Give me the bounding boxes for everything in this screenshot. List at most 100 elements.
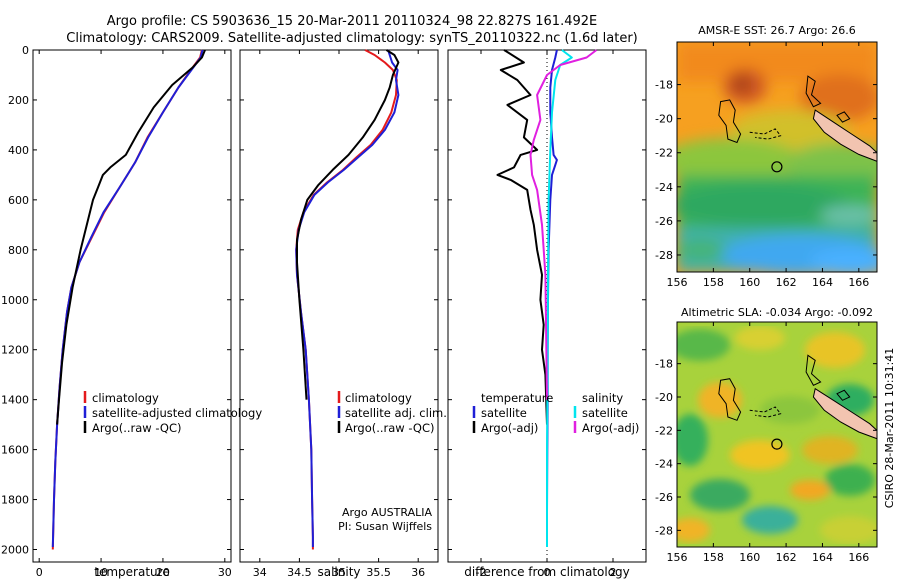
map-x-tick-label: 158 — [703, 551, 724, 564]
legend-heading-temperature: temperature — [481, 391, 553, 405]
difference-series — [496, 49, 598, 547]
y-tick-label: 400 — [8, 144, 29, 157]
reef-outline-icon — [836, 389, 851, 401]
legend-label-climatology: climatology — [345, 391, 412, 405]
legend-label-temp-satellite: satellite — [481, 406, 527, 420]
series-line-temperature-argo-adj — [496, 49, 548, 425]
legend-label-argo: Argo(..raw -QC) — [92, 421, 182, 435]
reef-outline-icon — [718, 378, 742, 421]
figure-title-line2: Climatology: CARS2009. Satellite-adjuste… — [66, 31, 638, 46]
sst-map-axes: 156 158 160 162 164 166 -28 -26 -24 -22 -20 -18 — [655, 42, 877, 289]
map-x-tick-label: 156 — [667, 276, 688, 289]
map-x-tick-label: 166 — [848, 276, 869, 289]
difference-axes: -2 0 2 — [448, 49, 646, 579]
reef-outline-icon — [718, 99, 742, 144]
map-y-tick-label: -20 — [655, 391, 673, 404]
sla-map-title: Altimetric SLA: -0.034 Argo: -0.092 — [681, 306, 873, 319]
island-land-icon — [812, 109, 877, 162]
map-y-tick-label: -24 — [655, 181, 673, 194]
salinity-axes: 34 34.5 35 35.5 36 — [240, 49, 438, 579]
sla-map-axes: 156 158 160 162 164 166 -28 -26 -24 -22 -20 -18 — [655, 322, 877, 564]
y-tick-label: 800 — [8, 244, 29, 257]
x-tick-label: 30 — [218, 566, 232, 579]
map-y-tick-label: -28 — [655, 249, 673, 262]
map-y-tick-label: -20 — [655, 113, 673, 126]
y-tick-label: 1600 — [1, 444, 29, 457]
legend-label-sal-argo: Argo(-adj) — [582, 421, 639, 435]
y-tick-label: 1000 — [1, 294, 29, 307]
legend-label-satellite: satellite adj. clim. — [345, 406, 447, 420]
map-y-tick-label: -24 — [655, 458, 673, 471]
legend-label-satellite: satellite-adjusted climatology — [92, 406, 262, 420]
series-line-satellite-adjusted-climatology — [51, 49, 204, 548]
reef-outline-icon — [836, 111, 851, 123]
map-x-tick-label: 156 — [667, 551, 688, 564]
map-x-tick-label: 164 — [812, 276, 833, 289]
y-tick-label: 2000 — [1, 544, 29, 557]
argo-position-marker-icon — [771, 438, 783, 450]
series-line-climatology — [51, 49, 203, 550]
series-line-argo-raw-qc — [296, 49, 400, 400]
difference-legend: temperature satellite Argo(-adj) salinit… — [472, 391, 639, 435]
x-tick-label: 36 — [411, 566, 425, 579]
sla-map-image — [677, 322, 877, 547]
map-x-tick-label: 162 — [776, 276, 797, 289]
reef-outline-icon — [805, 354, 822, 386]
legend-label-argo: Argo(..raw -QC) — [345, 421, 435, 435]
legend-label-sal-satellite: satellite — [582, 406, 628, 420]
salinity-axis-label: salinity — [317, 565, 360, 579]
x-tick-label: 2 — [610, 566, 617, 579]
difference-axis-label: difference from climatology — [464, 565, 630, 579]
map-y-tick-label: -22 — [655, 147, 673, 160]
temperature-axis-label: temperature — [94, 565, 169, 579]
map-y-tick-label: -18 — [655, 358, 673, 371]
map-x-tick-label: 158 — [703, 276, 724, 289]
series-line-satellite-adj-clim — [295, 49, 400, 547]
x-tick-label: 34.5 — [287, 566, 312, 579]
x-tick-label: 35.5 — [366, 566, 391, 579]
x-tick-label: 10 — [94, 566, 108, 579]
reef-outline-icon — [749, 128, 782, 140]
x-tick-label: 35 — [332, 566, 346, 579]
y-tick-label: 1200 — [1, 344, 29, 357]
reef-outline-icon — [749, 406, 782, 418]
credit-label: Argo AUSTRALIA — [342, 506, 432, 519]
sst-map-frame — [676, 41, 878, 273]
temperature-axes: 0 10 20 30 0 200 400 600 800 1000 1200 1400 1600 1800… — [1, 44, 232, 579]
map-y-tick-label: -28 — [655, 524, 673, 537]
sst-map-title: AMSR-E SST: 26.7 Argo: 26.6 — [698, 24, 856, 37]
temperature-plot-frame — [32, 49, 232, 563]
map-x-tick-label: 166 — [848, 551, 869, 564]
legend-label-temp-argo: Argo(-adj) — [481, 421, 538, 435]
series-line-argo-raw-qc — [56, 49, 206, 425]
map-y-tick-label: -18 — [655, 79, 673, 92]
map-y-tick-label: -26 — [655, 491, 673, 504]
y-tick-label: 0 — [22, 44, 29, 57]
legend-heading-salinity: salinity — [582, 391, 623, 405]
map-x-tick-label: 164 — [812, 551, 833, 564]
argo-position-marker-icon — [771, 161, 783, 173]
y-tick-label: 600 — [8, 194, 29, 207]
series-line-salinity-satellite — [546, 49, 573, 547]
salinity-legend: climatology satellite adj. clim. Argo(..… — [337, 391, 447, 435]
x-tick-label: 34 — [253, 566, 267, 579]
map-x-tick-label: 160 — [739, 551, 760, 564]
reef-outline-icon — [805, 75, 822, 108]
x-tick-label: 20 — [156, 566, 170, 579]
pi-label: PI: Susan Wijffels — [338, 520, 432, 533]
figure-title-line1: Argo profile: CS 5903636_15 20-Mar-2011 … — [107, 14, 597, 29]
salinity-plot-frame — [239, 49, 439, 563]
y-tick-label: 200 — [8, 94, 29, 107]
x-tick-label: -2 — [476, 566, 487, 579]
map-x-tick-label: 162 — [776, 551, 797, 564]
map-y-tick-label: -22 — [655, 424, 673, 437]
salinity-series — [295, 49, 400, 550]
sst-map-image — [677, 42, 877, 272]
legend-label-climatology: climatology — [92, 391, 159, 405]
temperature-legend: climatology satellite-adjusted climatolo… — [83, 391, 262, 435]
island-land-icon — [812, 387, 877, 440]
map-x-tick-label: 160 — [739, 276, 760, 289]
y-tick-label: 1800 — [1, 494, 29, 507]
temperature-series — [51, 49, 206, 550]
